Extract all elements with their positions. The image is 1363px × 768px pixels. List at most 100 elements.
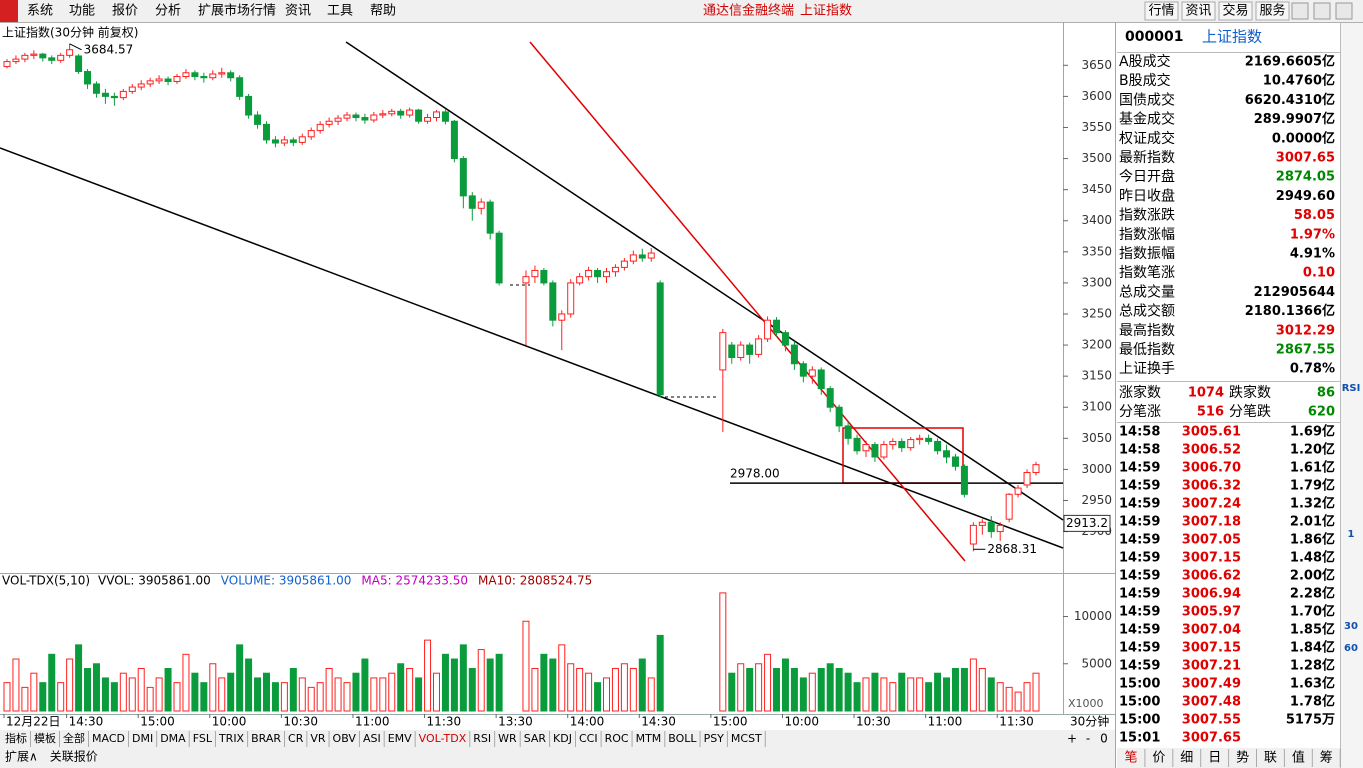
indicator-tab[interactable]: SAR [524,732,547,745]
indicator-tab[interactable]: VOL-TDX [419,732,467,745]
chart-title: 上证指数(30分钟 前复权) [2,25,138,40]
top-button-label[interactable]: 行情 [1148,4,1174,19]
top-button[interactable] [1255,1,1290,21]
y-tick-label: 3350 [1081,244,1112,258]
volume-bar [289,667,297,712]
volume-bar [781,658,789,712]
top-button[interactable] [1218,1,1253,21]
candle-body [853,437,861,452]
volume-bar [441,653,449,712]
status-tab[interactable]: 关联报价 [50,749,98,764]
zoom-button[interactable]: - [1086,732,1090,746]
breadth-value: 620 [1308,405,1335,420]
candle-body [361,117,369,121]
tick-price: 3006.70 [1182,461,1241,476]
candle-body [549,282,557,321]
stat-value: 212905644 [1254,285,1335,300]
indicator-tab[interactable]: CCI [579,732,598,745]
indicator-tab[interactable]: 指标 [5,731,27,745]
tick-price: 3006.52 [1182,443,1241,458]
top-button-label[interactable]: 服务 [1259,3,1285,19]
restore-button[interactable] [1313,2,1331,20]
volume-bar [245,658,253,712]
indicator-tab[interactable]: 模板 [34,731,56,745]
indicator-tab[interactable]: ROC [605,732,629,745]
menu-item[interactable]: 资讯 [285,4,311,19]
indicator-tab[interactable]: EMV [388,732,412,745]
candle-body [969,524,977,545]
tick-time: 14:59 [1119,551,1160,566]
indicator-tab[interactable]: RSI [473,732,491,745]
volume-bar [987,677,995,712]
y-tick-label: 3150 [1081,369,1112,383]
menu-item[interactable]: 扩展市场行情 [198,3,276,19]
indicator-tab[interactable]: TRIX [218,732,245,745]
indicator-tab[interactable]: 全部 [63,731,85,745]
top-button[interactable] [1144,1,1179,21]
zoom-button[interactable]: 0 [1100,732,1108,746]
tick-time: 14:59 [1119,515,1160,530]
candle-body [200,75,208,79]
menu-item[interactable]: 报价 [112,4,138,19]
indicator-tab[interactable]: PSY [704,732,725,745]
top-button-label[interactable]: 交易 [1222,3,1248,19]
volume-bar [978,667,986,712]
indicator-tab[interactable]: MTM [636,732,662,745]
quote-tab[interactable]: 日 [1208,751,1221,766]
status-tab[interactable]: 扩展∧ [5,750,38,764]
tick-time: 14:59 [1119,623,1160,638]
volume-title: VOL-TDX(5,10) [2,574,90,588]
candle-body [647,252,655,259]
indicator-tab[interactable]: FSL [193,732,213,745]
volume-bar [629,667,637,712]
toolbar-button[interactable]: 30 [1344,621,1358,632]
top-button[interactable] [1181,1,1216,21]
indicator-tab[interactable]: ASI [363,732,381,745]
candle-body [432,111,440,119]
indicator-tab[interactable]: VR [310,732,326,745]
minimize-button[interactable] [1291,2,1309,20]
quote-tab[interactable]: 笔 [1124,750,1137,766]
quote-tab[interactable]: 筹 [1320,750,1333,766]
volume-bar [12,658,20,712]
quote-tab[interactable]: 值 [1292,750,1305,766]
candle-body [92,83,100,94]
menu-item[interactable]: 帮助 [370,4,396,19]
tick-price: 3007.55 [1182,713,1241,728]
candle-body [925,437,933,442]
indicator-tab[interactable]: MCST [731,732,762,745]
stat-value: 0.0000亿 [1272,130,1335,146]
stat-value: 0.78% [1290,362,1335,377]
zoom-button[interactable]: + [1067,732,1077,746]
menu-item[interactable]: 系统 [27,4,53,19]
indicator-tab[interactable]: DMI [132,732,153,745]
indicator-tab[interactable]: DMA [160,732,186,745]
volume-bar [826,663,834,712]
menu-item[interactable]: 分析 [155,4,181,19]
toolbar-button[interactable]: RSI [1342,383,1361,394]
toolbar-button[interactable]: 60 [1344,643,1358,654]
quote-tab[interactable]: 势 [1236,750,1249,766]
volume-bar [907,677,915,712]
quote-tab[interactable]: 联 [1264,751,1277,766]
quote-tab[interactable]: 细 [1180,751,1193,766]
candle-body [790,344,798,365]
toolbar-button[interactable]: 1 [1348,529,1355,540]
indicator-tab[interactable]: CR [288,732,304,745]
indicator-tab[interactable]: MACD [92,732,125,745]
indicator-tab[interactable]: BOLL [668,732,697,745]
indicator-tab[interactable]: KDJ [553,732,572,745]
quote-tab[interactable]: 价 [1152,751,1165,766]
candle-body [66,49,74,56]
tick-price: 3006.62 [1182,569,1241,584]
menu-item[interactable]: 工具 [327,4,353,19]
volume-bar [728,672,736,712]
menu-item[interactable]: 功能 [69,4,95,19]
indicator-tab[interactable]: OBV [333,732,357,745]
close-button[interactable] [1335,2,1353,20]
indicator-tab[interactable]: BRAR [251,732,281,745]
top-button-label[interactable]: 资讯 [1185,4,1211,19]
candle-body [934,440,942,452]
tick-volume: 2.00亿 [1290,568,1335,584]
indicator-tab[interactable]: WR [498,732,517,745]
